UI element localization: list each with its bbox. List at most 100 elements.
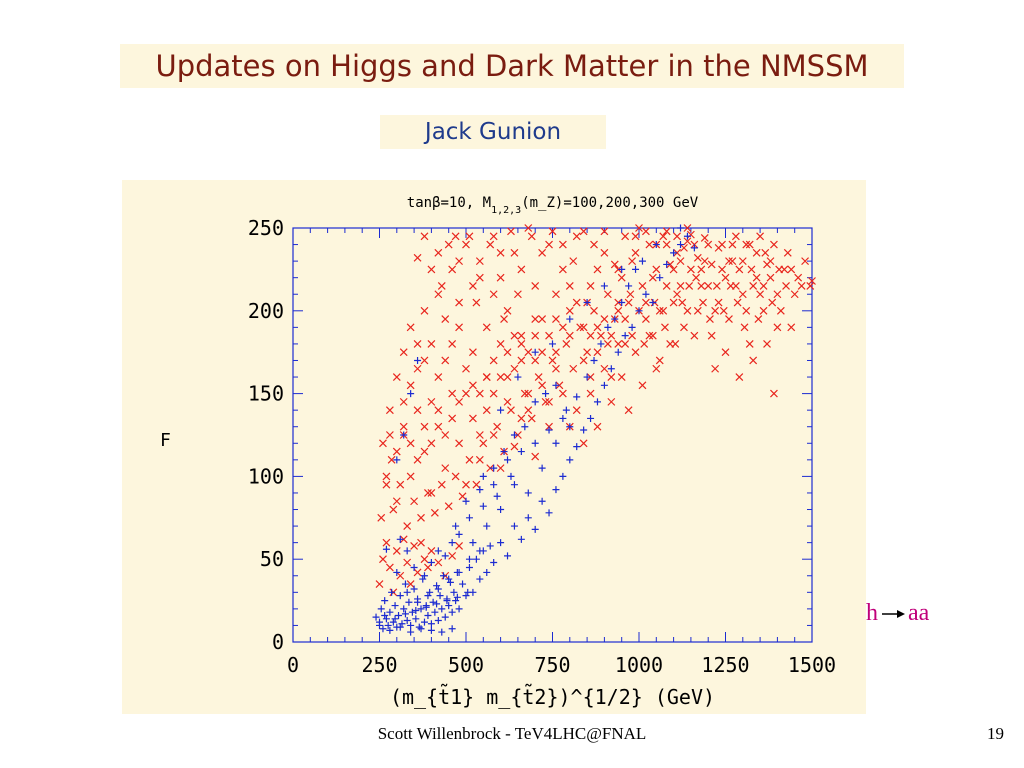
data-point-x [593, 422, 602, 431]
data-point-x [714, 298, 723, 307]
data-point-x [728, 257, 737, 266]
x-tick-label: 0 [287, 653, 299, 677]
data-point-x [756, 232, 765, 241]
data-point-x [662, 227, 671, 236]
data-point-x [706, 315, 714, 324]
data-point-x [704, 240, 713, 249]
data-point-x [579, 227, 588, 236]
data-point-plus [562, 406, 570, 414]
data-point-plus [652, 241, 660, 249]
data-point-plus [638, 257, 646, 265]
data-point-x [482, 373, 491, 381]
data-point-x [413, 339, 422, 348]
y-tick-label: 250 [248, 216, 284, 240]
data-point-x [531, 282, 540, 290]
data-point-x [486, 240, 495, 249]
data-point-x [399, 397, 408, 406]
data-point-plus [427, 559, 435, 567]
data-point-plus [450, 588, 458, 596]
data-point-plus [427, 620, 435, 628]
data-point-x [413, 364, 422, 373]
data-point-x [468, 282, 477, 290]
data-point-x [420, 306, 429, 315]
data-point-x [768, 298, 777, 307]
data-point-x [721, 273, 730, 282]
data-point-plus [549, 340, 556, 348]
data-point-x [725, 257, 733, 266]
data-point-x [747, 265, 756, 274]
data-point-plus [417, 625, 425, 633]
data-point-x [607, 331, 616, 340]
data-point-x [448, 265, 457, 274]
data-point-x [434, 422, 443, 431]
data-point-x [641, 298, 650, 307]
data-point-x [510, 442, 519, 451]
data-point-x [766, 257, 775, 266]
data-point-x [797, 282, 806, 290]
data-point-plus [424, 592, 432, 600]
data-point-x [475, 273, 484, 282]
data-point-x [759, 306, 768, 315]
data-point-x [455, 542, 464, 550]
data-point-plus [395, 612, 403, 620]
data-point-x [783, 248, 792, 257]
data-point-x [673, 290, 681, 299]
data-point-plus [483, 522, 491, 530]
data-point-x [441, 356, 450, 365]
data-point-x [624, 406, 633, 415]
data-point-plus [552, 381, 560, 389]
data-point-plus [677, 224, 685, 232]
data-point-plus [583, 373, 591, 381]
data-point-x [690, 331, 699, 340]
data-point-x [441, 431, 450, 439]
data-point-plus [379, 625, 387, 633]
data-point-x [617, 373, 626, 381]
data-point-x [462, 480, 470, 489]
data-point-x [503, 373, 512, 381]
data-point-x [451, 232, 460, 241]
data-point-plus [391, 602, 399, 610]
data-point-plus [382, 615, 390, 623]
data-point-plus [441, 552, 449, 560]
data-point-x [496, 273, 505, 282]
data-point-x [770, 389, 778, 398]
data-point-plus [476, 547, 484, 555]
data-point-x [680, 323, 688, 332]
data-point-plus [438, 605, 446, 613]
x-axis-label: (m_{t̃1} m_{t̃2})^{1/2} (GeV) [390, 684, 715, 709]
data-point-plus [514, 373, 522, 381]
data-point-x [510, 248, 519, 257]
data-point-x [451, 472, 460, 481]
data-point-plus [381, 597, 389, 605]
data-point-x [417, 513, 425, 522]
data-point-x [597, 331, 605, 340]
data-point-plus [393, 568, 401, 576]
data-point-x [500, 315, 508, 324]
data-point-plus [566, 456, 574, 464]
data-point-x [517, 339, 526, 348]
data-point-x [382, 472, 391, 481]
data-point-x [382, 538, 391, 547]
data-point-plus [490, 481, 498, 489]
data-point-x [725, 315, 733, 324]
data-point-x [558, 389, 567, 398]
data-point-x [503, 306, 512, 315]
data-point-plus [407, 390, 415, 398]
data-point-x [545, 331, 553, 340]
data-point-x [586, 389, 595, 398]
data-point-plus [510, 522, 518, 530]
data-point-x [693, 253, 702, 262]
data-point-plus [531, 525, 539, 533]
data-point-x [434, 558, 443, 567]
data-point-plus [455, 605, 463, 613]
data-point-x [590, 306, 598, 315]
data-point-plus [593, 398, 601, 406]
data-point-x [552, 315, 560, 324]
data-point-plus [434, 616, 442, 624]
data-point-x [441, 464, 450, 473]
data-point-x [686, 230, 695, 239]
data-point-x [468, 348, 477, 357]
data-point-x [617, 273, 626, 282]
data-point-x [569, 364, 578, 373]
data-point-x [503, 397, 512, 406]
